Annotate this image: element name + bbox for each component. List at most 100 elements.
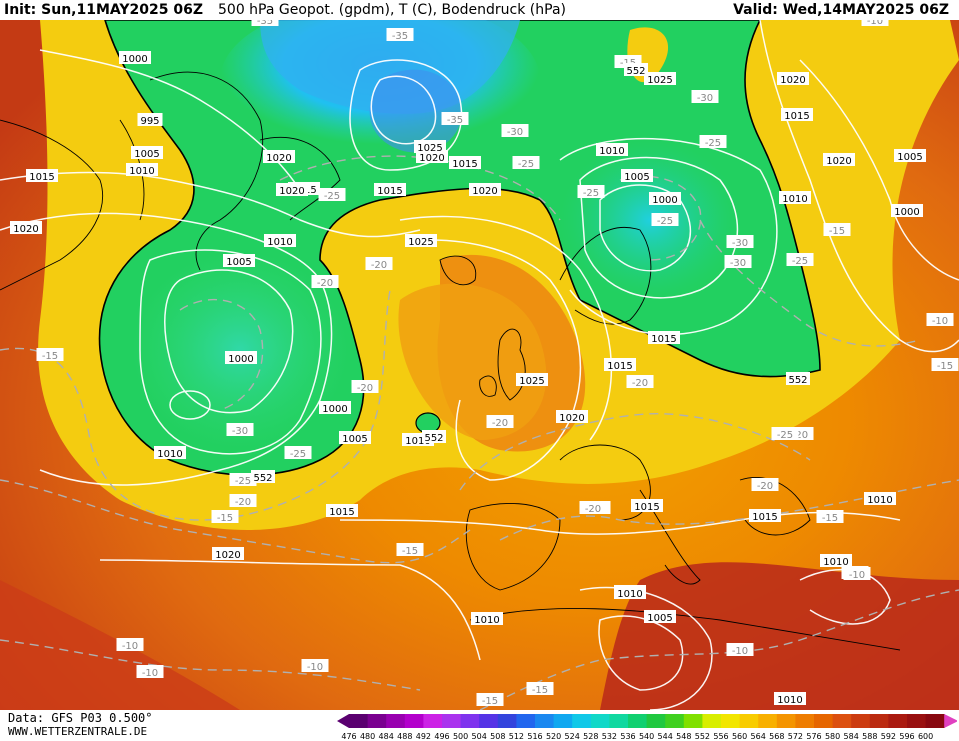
legend-swatch (572, 714, 592, 728)
temperature-value: -15 (822, 513, 838, 524)
label-box (119, 51, 151, 64)
label-box (771, 427, 799, 440)
label-box (820, 554, 852, 567)
label-box (891, 204, 923, 217)
temperature-label: -10 (726, 643, 754, 657)
legend-swatch (758, 714, 778, 728)
pressure-value: 1010 (867, 495, 892, 506)
pressure-value: 1015 (651, 334, 676, 345)
label-box (386, 28, 414, 41)
temperature-value: -25 (583, 188, 599, 199)
map-canvas: 1000 995 1005 1010 1015 1020 1020 1015 1010 1005 1… (0, 20, 959, 710)
label-box (131, 146, 163, 159)
valid-time: Valid: Wed,14MAY2025 06Z (733, 2, 949, 18)
isobar-1015-east (759, 20, 959, 353)
label-box (631, 499, 663, 512)
label-box (577, 185, 605, 198)
temperature-label: -10 (843, 567, 871, 581)
legend-swatch (460, 714, 480, 728)
temperature-value: -15 (532, 685, 548, 696)
temperature-label: -25 (651, 213, 679, 227)
temperature-value: -30 (232, 426, 248, 437)
legend-tick: 492 (416, 732, 431, 741)
legend-tick: 564 (751, 732, 766, 741)
pressure-value: 1020 (266, 153, 291, 164)
temperature-label: -15 (823, 223, 851, 237)
legend-tick: 532 (602, 732, 617, 741)
isobar-1005-low (139, 249, 322, 455)
legend-swatch (888, 714, 908, 728)
legend-swatch (814, 714, 834, 728)
coast-scandinavia (559, 227, 652, 325)
label-box (284, 446, 312, 459)
temperature-value: -10 (867, 20, 883, 27)
temperature-label: -10 (301, 659, 329, 673)
pressure-label: 1000 (649, 192, 681, 206)
legend-swatch (386, 714, 406, 728)
isobar-1005-africa (598, 615, 684, 691)
temperature-label: -15 (396, 543, 424, 557)
temperature-value: -15 (217, 513, 233, 524)
label-box (136, 665, 164, 678)
temperature-label: -35 (441, 112, 469, 126)
temperature-value: -20 (492, 418, 508, 429)
pressure-value: 1025 (408, 237, 433, 248)
legend-tick: 560 (732, 732, 747, 741)
temperature-label: -20 (486, 415, 514, 429)
pressure-label: 1010 (614, 586, 646, 600)
label-box (651, 213, 679, 226)
pressure-value: 1000 (122, 54, 147, 65)
pressure-value: 1020 (780, 75, 805, 86)
isotherm-minus-10-west (0, 639, 421, 691)
temperature-value: -20 (757, 481, 773, 492)
pressure-label: 1020 (556, 410, 588, 424)
label-box (36, 348, 64, 361)
pressure-value: 1015 (377, 186, 402, 197)
pressure-label: 1015 (781, 108, 813, 122)
pressure-label: 1020 (469, 183, 501, 197)
temperature-label: -15 (36, 348, 64, 362)
temperature-label: -30 (691, 90, 719, 104)
pressure-value: 1015 (784, 111, 809, 122)
pressure-label: 1005 (644, 610, 676, 624)
legend-tick: 568 (769, 732, 784, 741)
label-box (251, 20, 279, 26)
legend-swatch (367, 714, 387, 728)
temperature-value: -20 (792, 430, 808, 441)
pressure-value: 1010 (474, 615, 499, 626)
pressure-value: 1000 (894, 207, 919, 218)
coast-iceland (439, 255, 477, 286)
pressure-value: 1010 (157, 449, 182, 460)
legend-tick: 588 (862, 732, 877, 741)
legend-tick: 528 (583, 732, 598, 741)
temperature-value: -25 (705, 138, 721, 149)
temperature-label: -25 (577, 185, 605, 199)
pressure-value: 1015 (29, 172, 54, 183)
label-box (251, 470, 275, 483)
label-box (301, 659, 329, 672)
legend-tick: 476 (341, 732, 356, 741)
low-west-core (130, 250, 350, 450)
pressure-label: 1020 (10, 221, 42, 235)
label-box (777, 72, 809, 85)
pressure-label: 1020 (416, 150, 448, 164)
legend-tick: 600 (918, 732, 933, 741)
label-box (486, 415, 514, 428)
label-box (644, 610, 676, 623)
height-label: 552 (251, 470, 275, 484)
pressure-label: 1015 (26, 169, 58, 183)
label-box (476, 693, 504, 706)
height-value: 552 (424, 433, 443, 444)
pressure-label: 1005 (131, 146, 163, 160)
pressure-value: 1025 (417, 143, 442, 154)
legend-swatch (907, 714, 927, 728)
temperature-label: -10 (861, 20, 889, 27)
legend-tick: 540 (639, 732, 654, 741)
temperature-value: -10 (849, 570, 865, 581)
legend-swatch (423, 714, 443, 728)
temperature-label: -15 (931, 358, 959, 372)
legend-tick: 592 (881, 732, 896, 741)
label-box (319, 401, 351, 414)
pressure-label: 1015 (631, 499, 663, 513)
label-box (779, 191, 811, 204)
